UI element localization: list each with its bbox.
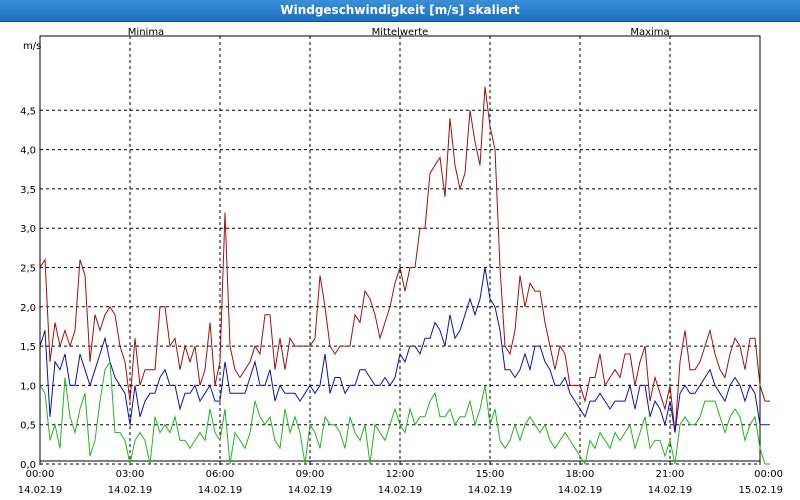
x-tick-time-label: 21:00 <box>656 469 685 480</box>
x-tick-date-label: 14.02.19 <box>648 485 693 496</box>
series-line-maxima <box>39 86 770 433</box>
y-tick-label: 4,5 <box>20 106 36 117</box>
y-tick-label: 4,0 <box>20 146 36 157</box>
x-tick-date-label: 14.02.19 <box>18 485 63 496</box>
x-tick-time-label: 00:00 <box>754 469 783 480</box>
y-tick-label: 3,5 <box>20 185 36 196</box>
window-title: Windgeschwindigkeit [m/s] skaliert <box>0 0 800 22</box>
legend-mittelwerte: Mittelwerte <box>372 27 429 38</box>
x-tick-date-label: 14.02.19 <box>198 485 243 496</box>
x-tick-date-label: 14.02.19 <box>288 485 333 496</box>
x-tick-date-label: 14.02.19 <box>378 485 423 496</box>
x-tick-date-label: 14.02.19 <box>558 485 603 496</box>
x-tick-time-label: 09:00 <box>296 469 325 480</box>
y-tick-label: 2,0 <box>20 303 36 314</box>
legend-maxima: Maxima <box>630 27 669 38</box>
legend-minima: Minima <box>128 27 164 38</box>
x-axis-ticks: 00:00 14.02.19 03:00 14.02.19 06:00 14.02.19 0… <box>18 461 783 496</box>
y-tick-label: 3,0 <box>20 224 36 235</box>
x-tick-date-label: 14.02.19 <box>468 485 513 496</box>
series-line-mittelwerte <box>39 267 770 433</box>
x-tick-time-label: 00:00 <box>26 469 55 480</box>
y-axis-ticks: 0,0 0,5 1,0 1,5 2,0 2,5 3,0 3,5 4,0 4,5 <box>20 106 36 471</box>
y-tick-label: 0,0 <box>20 460 36 471</box>
y-tick-label: 1,0 <box>20 381 36 392</box>
grid-lines <box>40 36 760 465</box>
y-axis-unit-label: m/s <box>23 41 41 52</box>
x-tick-time-label: 12:00 <box>386 469 415 480</box>
series-lines <box>39 86 770 466</box>
x-tick-time-label: 06:00 <box>206 469 235 480</box>
x-tick-date-label: 14.02.19 <box>108 485 153 496</box>
y-tick-label: 0,5 <box>20 421 36 432</box>
y-tick-label: 2,5 <box>20 264 36 275</box>
x-tick-time-label: 18:00 <box>566 469 595 480</box>
x-tick-time-label: 03:00 <box>116 469 145 480</box>
chart-area: 0,0 0,5 1,0 1,5 2,0 2,5 3,0 3,5 4,0 4,5 00:00 14.0… <box>18 27 783 496</box>
series-line-minima <box>39 360 770 466</box>
y-tick-label: 1,5 <box>20 342 36 353</box>
x-tick-date-label: 15.02.19 <box>738 485 783 496</box>
x-tick-time-label: 15:00 <box>476 469 505 480</box>
